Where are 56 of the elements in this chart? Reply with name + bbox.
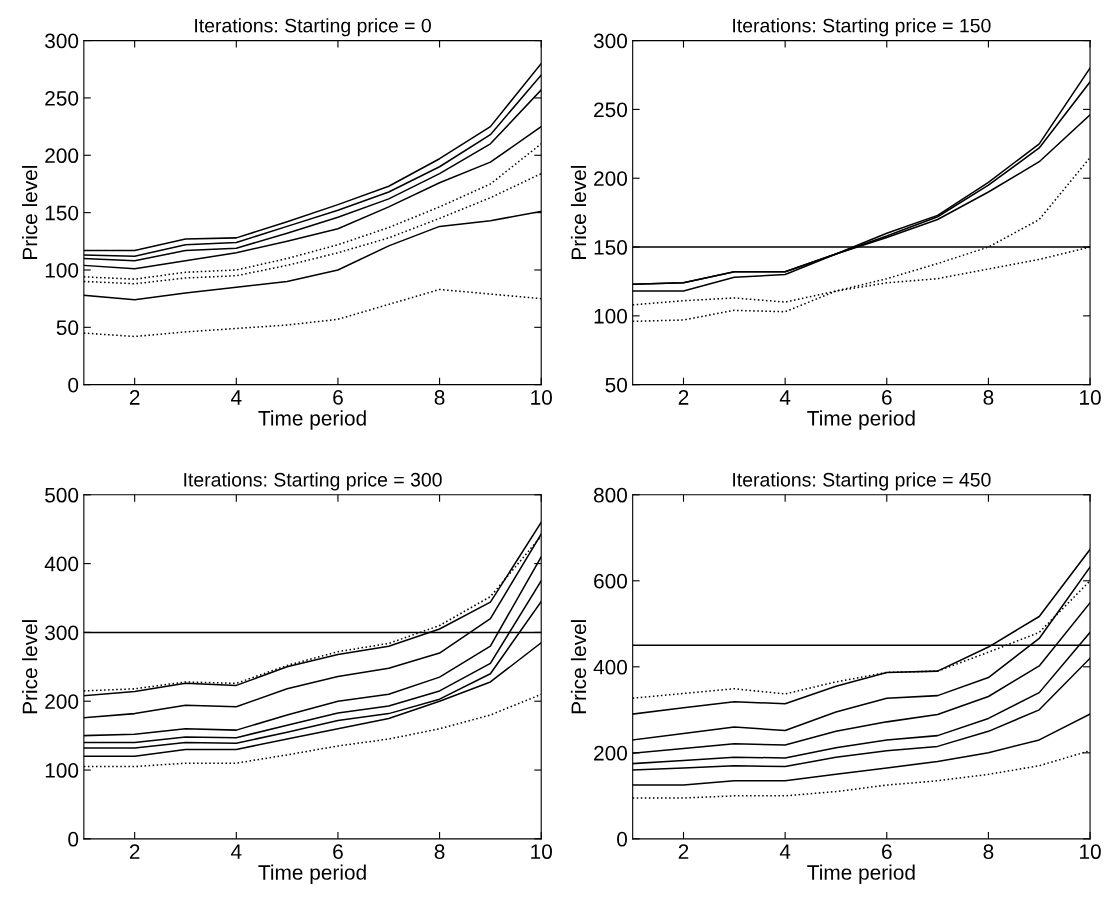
y-tick-label: 0 [617, 831, 628, 847]
y-tick-label: 400 [593, 659, 628, 675]
y-tick-label: 50 [56, 320, 79, 336]
y-tick-label: 100 [45, 262, 79, 278]
x-axis-title: Time period [807, 864, 915, 884]
y-tick-label: 300 [45, 33, 79, 49]
y-tick-label: 500 [45, 487, 79, 503]
y-tick-label: 50 [605, 377, 628, 393]
x-tick-label: 2 [678, 844, 689, 859]
y-tick-label: 100 [594, 308, 628, 324]
y-tick-label: 200 [594, 745, 628, 761]
y-tick-label: 600 [594, 573, 628, 589]
x-tick-label: 6 [333, 844, 343, 860]
y-tick-label: 150 [45, 205, 79, 221]
y-tick-label: 200 [45, 148, 79, 164]
y-axis-title: Price level [570, 165, 587, 259]
y-axis-title: Price level [22, 620, 38, 714]
y-tick-label: 100 [45, 763, 79, 778]
y-tick-label: 200 [594, 171, 628, 186]
x-tick-label: 6 [333, 390, 343, 405]
x-axis-title: Time period [258, 864, 366, 884]
x-tick-label: 8 [434, 390, 445, 405]
y-tick-label: 0 [68, 831, 79, 847]
x-tick-label: 8 [983, 390, 994, 405]
x-tick-label: 2 [678, 390, 689, 405]
y-tick-label: 300 [45, 625, 79, 641]
y-tick-label: 800 [593, 487, 628, 503]
y-tick-label: 0 [68, 377, 79, 393]
x-tick-label: 10 [531, 390, 552, 405]
x-axis-title: Time period [258, 410, 366, 430]
chart-title: Iterations: Starting price = 150 [733, 18, 991, 37]
y-tick-label: 400 [44, 556, 79, 572]
x-axis-title: Time period [807, 410, 915, 430]
x-tick-label: 4 [779, 844, 791, 859]
x-tick-label: 10 [1080, 390, 1101, 405]
chart-title: Iterations: Starting price = 300 [184, 472, 442, 491]
y-axis-title: Price level [22, 165, 38, 259]
x-tick-label: 10 [1080, 844, 1101, 860]
x-tick-label: 8 [983, 844, 994, 860]
y-tick-label: 250 [594, 102, 628, 118]
x-tick-label: 2 [129, 844, 140, 859]
x-tick-label: 2 [129, 390, 140, 405]
y-tick-label: 150 [594, 240, 628, 255]
y-tick-label: 250 [45, 90, 79, 106]
chart-title: Iterations: Starting price = 0 [195, 18, 431, 37]
x-tick-label: 10 [531, 844, 552, 860]
x-tick-label: 6 [882, 390, 892, 405]
x-tick-label: 4 [230, 390, 242, 405]
y-tick-label: 300 [593, 33, 628, 49]
y-axis-title: Price level [570, 620, 587, 714]
x-tick-label: 8 [434, 844, 445, 860]
x-tick-label: 4 [230, 844, 242, 859]
y-tick-label: 200 [45, 694, 79, 709]
chart-title: Iterations: Starting price = 450 [733, 472, 991, 491]
x-tick-label: 6 [882, 844, 892, 860]
x-tick-label: 4 [779, 390, 791, 405]
